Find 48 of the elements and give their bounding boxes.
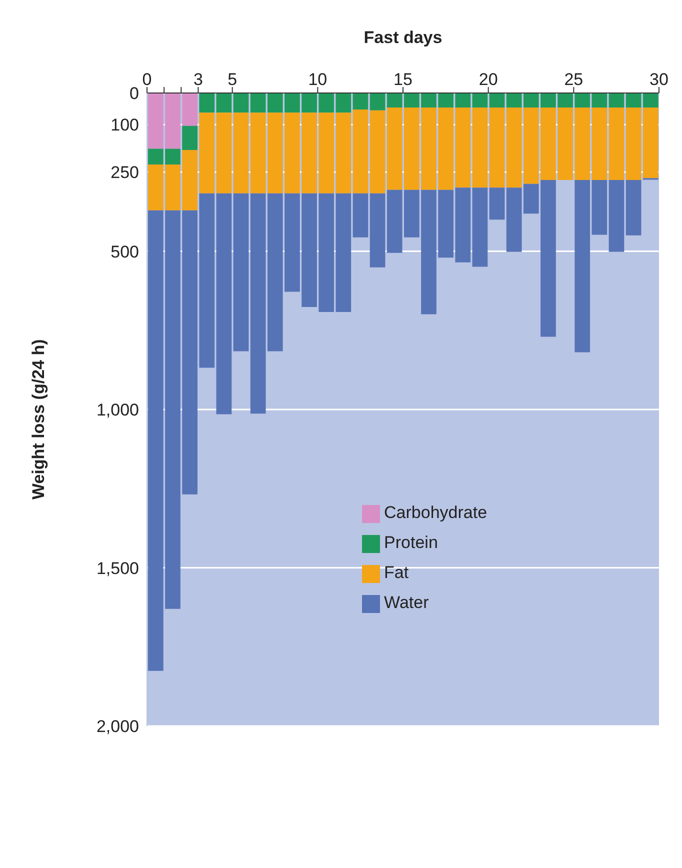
bar: [199, 93, 215, 113]
y-tick-label: 0: [130, 84, 139, 104]
x-tick-label: 10: [308, 70, 328, 89]
bar: [472, 188, 488, 267]
legend-label: Protein: [384, 533, 438, 552]
bar: [472, 108, 488, 188]
x-tick-label: 5: [228, 70, 238, 89]
bar: [472, 93, 488, 108]
bar: [352, 193, 368, 238]
legend-label: Carbohydrate: [384, 503, 488, 522]
bar: [216, 112, 232, 194]
bar: [489, 188, 505, 220]
bar: [626, 93, 642, 108]
bar: [489, 93, 505, 108]
x-tick-label: 0: [142, 70, 152, 89]
bar: [642, 108, 658, 178]
x-tick-label: 30: [650, 70, 668, 89]
bar: [233, 193, 249, 352]
bar: [608, 180, 624, 252]
bar: [370, 193, 386, 268]
x-tick-label: 25: [564, 70, 584, 89]
legend-label: Fat: [384, 563, 409, 582]
bar: [626, 108, 642, 180]
bar: [216, 193, 232, 414]
bar: [626, 180, 642, 236]
bar: [216, 93, 232, 113]
y-tick-label: 2,000: [96, 717, 139, 736]
bar: [370, 110, 386, 194]
y-tick-label: 1,000: [96, 400, 139, 420]
bar: [608, 93, 624, 108]
bar: [233, 112, 249, 194]
bar: [233, 93, 249, 113]
bar: [352, 109, 368, 194]
bar: [489, 108, 505, 188]
y-tick-label: 250: [110, 163, 139, 182]
x-axis-title: Fast days: [364, 28, 442, 47]
x-tick-label: 3: [193, 70, 203, 89]
bar: [608, 108, 624, 180]
y-tick-label: 1,500: [96, 558, 139, 578]
y-tick-label: 500: [110, 242, 139, 262]
legend-label: Water: [384, 593, 429, 612]
bar: [352, 93, 368, 110]
y-axis-title: Weight loss (g/24 h): [29, 339, 48, 500]
x-tick-label: 15: [394, 70, 412, 89]
y-tick-label: 100: [110, 116, 139, 135]
bar: [642, 93, 658, 108]
x-tick-label: 20: [478, 70, 498, 89]
bar: [370, 93, 386, 110]
